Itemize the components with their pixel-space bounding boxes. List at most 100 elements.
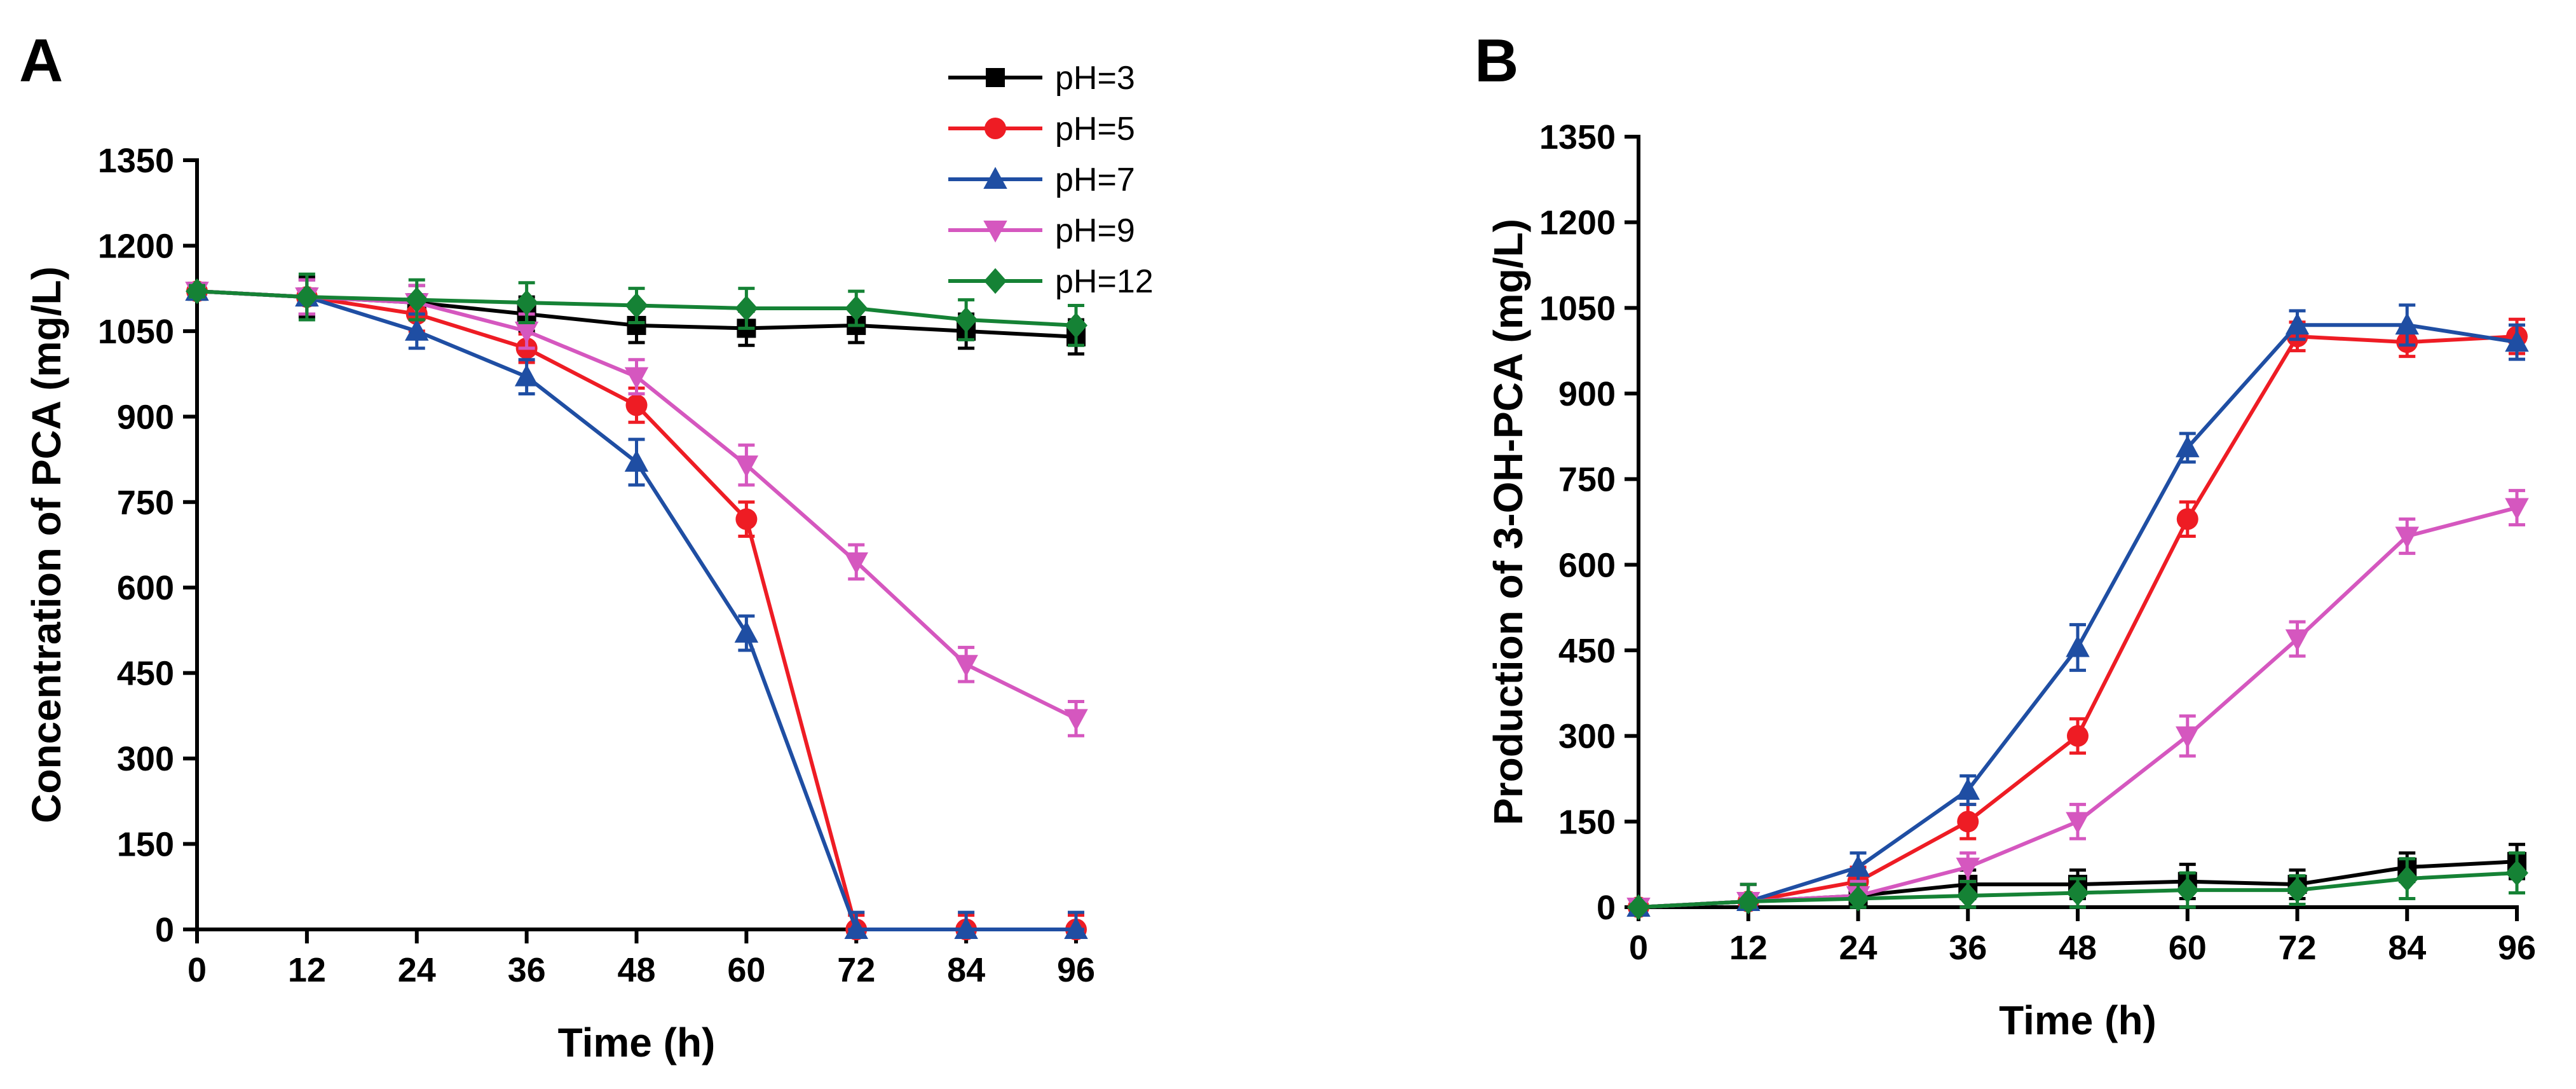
panel-a-label: A <box>19 27 63 95</box>
panel-a-y-tick-label: 1350 <box>98 142 174 180</box>
panel-a-series-ph7-point <box>734 620 759 643</box>
panel-a-x-axis-title: Time (h) <box>558 1020 716 1065</box>
panel-b-series-ph7-point <box>1846 854 1871 877</box>
panel-b-series-ph12-point <box>2395 865 2419 892</box>
panel-a-series-ph12-point <box>955 306 978 333</box>
panel-b-series-ph9 <box>1626 489 2529 920</box>
panel-a-series-ph9-point <box>844 552 868 575</box>
panel-a-series-ph9-point <box>1064 709 1088 731</box>
panel-a-x-tick-label: 24 <box>398 951 436 989</box>
panel-b-series-ph7-point <box>2505 329 2529 352</box>
legend-label-ph3: pH=3 <box>1055 60 1135 97</box>
panel-a-series-ph12-point <box>735 295 758 322</box>
panel-b-series-ph7-point <box>2395 312 2419 335</box>
legend-marker-ph7 <box>983 167 1007 189</box>
panel-a-y-axis-title: Concentration of PCA (mg/L) <box>24 266 69 823</box>
panel-a-series-ph12-point <box>1065 312 1087 339</box>
panel-b-x-tick-label: 60 <box>2169 929 2207 967</box>
panel-b-x-tick-label: 48 <box>2059 929 2097 967</box>
panel-a-x-tick-label: 84 <box>947 951 985 989</box>
panel-b-series-ph12-point <box>1846 886 1870 912</box>
legend-label-ph7: pH=7 <box>1055 161 1135 198</box>
panel-a-series-ph5-point <box>735 508 758 530</box>
panel-a-series-ph9-line <box>196 289 1077 721</box>
panel-b-series-ph12-point <box>2505 860 2528 886</box>
panel-b-y-tick-label: 300 <box>1558 718 1616 756</box>
legend-marker-ph12 <box>984 268 1007 294</box>
panel-a-series-ph5-point <box>625 394 648 416</box>
panel-a-series-ph9-point <box>954 655 978 677</box>
legend: pH=3 pH=5 pH=7 pH=9 pH=12 <box>948 60 1154 300</box>
panel-a-series-ph12 <box>186 272 1087 347</box>
panel-a-y-tick-label: 1200 <box>98 227 174 265</box>
panel-b-series-ph12-point <box>1956 882 1980 909</box>
panel-b-y-tick-label: 900 <box>1558 375 1616 413</box>
panel-b-y-tick-label: 0 <box>1597 889 1616 927</box>
legend-marker-ph5 <box>985 118 1006 139</box>
panel-a-series-ph7-point <box>405 318 429 341</box>
legend-label-ph5: pH=5 <box>1055 111 1135 147</box>
panel-b-series-ph7-point <box>1956 777 1980 800</box>
panel-b-series-ph9-point <box>2176 726 2200 749</box>
panel-b-x-axis-title: Time (h) <box>1999 997 2157 1043</box>
panel-b-series-ph7-point <box>2176 435 2200 458</box>
panel-b-x-tick-label: 24 <box>1839 929 1877 967</box>
panel-a-x-tick-label: 12 <box>288 951 326 989</box>
panel-b-y-tick-label: 750 <box>1558 461 1616 499</box>
panel-b-series-ph9-point <box>2066 812 2090 834</box>
panel-a-series-ph12-point <box>186 278 208 305</box>
panel-b-series-ph12-point <box>1736 888 1760 915</box>
panel-b-label: B <box>1475 27 1518 95</box>
panel-b-x-tick-label: 96 <box>2498 929 2536 967</box>
legend-label-ph9: pH=9 <box>1055 212 1135 249</box>
panel-a-series-ph12-point <box>515 289 538 316</box>
panel-a-x-tick-label: 0 <box>187 951 207 989</box>
panel-a-y-tick-label: 450 <box>117 655 174 693</box>
panel-a-y-tick-label: 150 <box>117 826 174 864</box>
panel-a-series-ph7-point <box>844 917 868 939</box>
panel-b-y-tick-label: 1200 <box>1539 204 1616 242</box>
panel-a-y-tick-label: 750 <box>117 484 174 522</box>
panel-a-series-ph7-point <box>514 364 539 387</box>
panel-a-series-ph12-point <box>845 295 868 322</box>
panel-a-series-ph9-point <box>734 455 759 478</box>
panel-a-x-tick-label: 96 <box>1057 951 1095 989</box>
panel-a-series-ph12-point <box>625 292 648 318</box>
chart-panel-b: 0 12 24 36 48 60 72 84 96 0 150 300 450 600 750 900 1050… <box>1485 118 2536 1043</box>
panel-b-series-ph5-point <box>2067 725 2089 747</box>
panel-b-y-tick-label: 1050 <box>1539 289 1616 327</box>
panel-b-series-ph7-point <box>2285 312 2310 335</box>
panel-b-y-tick-label: 600 <box>1558 546 1616 584</box>
panel-b-x-tick-label: 12 <box>1729 929 1768 967</box>
panel-a-series-ph7-point <box>954 917 978 939</box>
panel-b-series-ph9-point <box>2285 629 2310 652</box>
panel-a-y-tick-label: 900 <box>117 398 174 436</box>
legend-marker-ph9 <box>983 221 1007 243</box>
panel-a-series-ph9-point <box>624 367 649 390</box>
panel-b-x-tick-label: 84 <box>2388 929 2426 967</box>
panel-b-series-ph12 <box>1627 851 2528 921</box>
panel-a-x-tick-label: 60 <box>727 951 765 989</box>
panel-b-series-ph9-point <box>2505 498 2529 521</box>
panel-b-x-tick-label: 36 <box>1949 929 1987 967</box>
panel-a-series-ph12-point <box>295 284 318 310</box>
panel-a-x-tick-label: 48 <box>617 951 655 989</box>
panel-a-series-ph9 <box>185 278 1088 737</box>
panel-b-series-ph9-point <box>1956 858 1980 880</box>
panel-b-y-tick-label: 1350 <box>1539 118 1616 156</box>
panel-b-series-ph12-point <box>2176 877 2199 903</box>
chart-panel-a: 0 12 24 36 48 60 72 84 96 0 150 300 450 600 750 900 1050… <box>24 142 1095 1065</box>
panel-b-series-ph12-point <box>1627 894 1650 921</box>
panel-b-series-ph5-point <box>1957 811 1979 833</box>
panel-a-x-tick-label: 72 <box>837 951 875 989</box>
panel-a-x-tick-label: 36 <box>508 951 546 989</box>
panel-a-series-ph9-point <box>514 321 539 344</box>
panel-b-y-axis-title: Production of 3-OH-PCA (mg/L) <box>1485 219 1531 825</box>
panel-b-y-tick-label: 450 <box>1558 632 1616 670</box>
panel-a-series-ph7-point <box>624 449 649 472</box>
legend-marker-ph3 <box>986 68 1005 87</box>
panel-b-series-ph12-point <box>2286 877 2309 903</box>
panel-b-series-ph9-point <box>2395 526 2419 549</box>
panel-a-series-ph7-point <box>1064 917 1088 939</box>
